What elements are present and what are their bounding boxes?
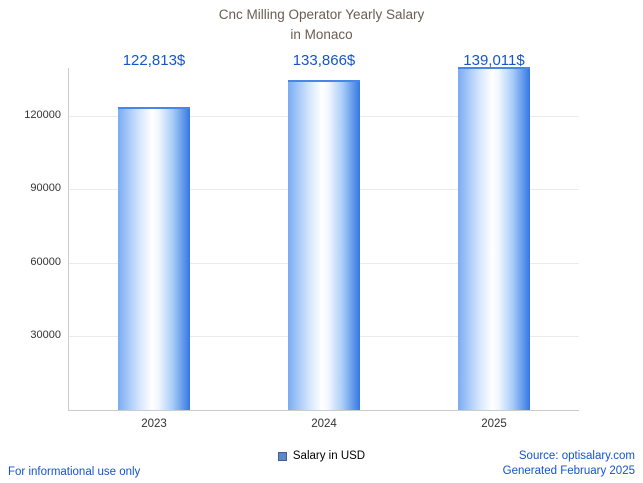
y-axis-tick-label: 120000 [24, 108, 61, 121]
bar-value-label: 122,813$ [122, 52, 186, 69]
y-axis-tick-label: 90000 [30, 182, 61, 195]
bar-value-label: 133,866$ [292, 52, 356, 69]
source-link[interactable]: Source: optisalary.com [518, 449, 635, 462]
bar-value-label: 139,011$ [463, 52, 525, 69]
generated-text: Generated February 2025 [502, 465, 635, 478]
bar-2025 [458, 67, 530, 410]
x-axis-label: 2023 [141, 418, 167, 430]
plot-area: 30000 60000 90000 120000 122,813$ 2023 133,866… [24, 52, 579, 430]
y-axis-tick-label: 30000 [30, 329, 61, 342]
x-axis-label: 2025 [481, 418, 507, 430]
legend: Salary in USD [0, 450, 643, 462]
y-axis-tick-label: 60000 [30, 255, 61, 268]
bar-2024 [288, 79, 360, 410]
disclaimer-text: For informational use only [8, 466, 141, 478]
chart-title-line1: Cnc Milling Operator Yearly Salary [218, 7, 425, 22]
bar-2023 [118, 106, 190, 410]
chart-title-line2: in Monaco [290, 26, 353, 42]
x-axis-label: 2024 [311, 418, 337, 430]
legend-marker [277, 451, 287, 461]
chart-title: Cnc Milling Operator Yearly Salary in Mo… [0, 5, 643, 44]
legend-label: Salary in USD [292, 450, 366, 462]
source-block: Source: optisalary.com Generated Februar… [503, 449, 635, 480]
